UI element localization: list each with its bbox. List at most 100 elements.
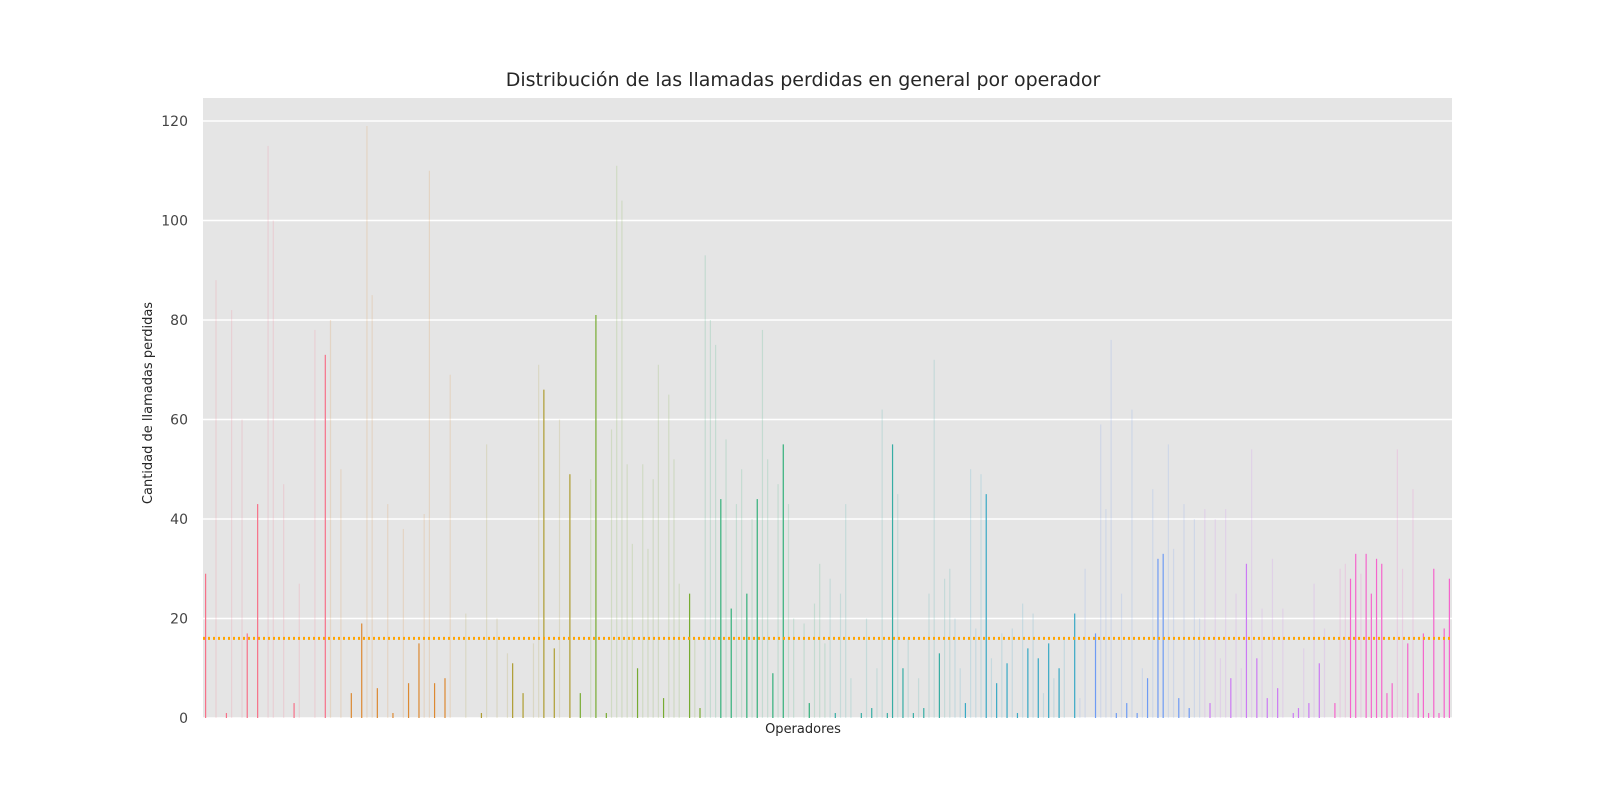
bar bbox=[730, 608, 732, 718]
bar bbox=[366, 125, 368, 719]
bar bbox=[293, 703, 295, 718]
bar bbox=[917, 678, 920, 718]
bar bbox=[751, 519, 753, 718]
bar bbox=[1063, 638, 1065, 718]
bar bbox=[1433, 568, 1435, 718]
bar bbox=[1412, 489, 1414, 718]
bar bbox=[1375, 558, 1378, 718]
bar bbox=[642, 464, 644, 718]
bar bbox=[569, 474, 571, 718]
bar bbox=[579, 693, 581, 718]
bar bbox=[1365, 553, 1367, 718]
bar bbox=[590, 479, 592, 718]
bar bbox=[532, 643, 535, 718]
bar bbox=[1344, 563, 1346, 718]
bar bbox=[876, 668, 878, 718]
bar bbox=[1297, 708, 1300, 718]
bar bbox=[1313, 583, 1315, 718]
bar bbox=[241, 419, 243, 718]
bar bbox=[257, 504, 259, 718]
bar bbox=[928, 593, 930, 718]
bar bbox=[1011, 628, 1013, 718]
bar bbox=[1214, 519, 1216, 718]
bar bbox=[1162, 553, 1164, 718]
bar bbox=[688, 593, 691, 718]
bar bbox=[907, 638, 909, 718]
y-tick-label: 40 bbox=[170, 512, 188, 528]
bar bbox=[350, 693, 352, 718]
plot-background bbox=[203, 98, 1452, 718]
bar bbox=[902, 668, 904, 718]
bar bbox=[329, 320, 332, 718]
bar bbox=[1282, 608, 1284, 718]
bar bbox=[845, 504, 847, 718]
bar bbox=[1058, 668, 1060, 718]
bar bbox=[996, 683, 998, 718]
bar bbox=[1401, 568, 1404, 718]
bar bbox=[1407, 643, 1409, 718]
bar bbox=[1053, 678, 1055, 718]
bar bbox=[1251, 449, 1253, 718]
bar bbox=[402, 528, 404, 718]
bar bbox=[392, 713, 394, 718]
bar bbox=[1292, 713, 1294, 718]
bar bbox=[1183, 504, 1185, 718]
bar bbox=[1318, 663, 1320, 718]
bar bbox=[340, 469, 342, 718]
bar bbox=[673, 459, 675, 718]
bar bbox=[954, 618, 956, 718]
bar bbox=[1188, 708, 1190, 718]
bar bbox=[1131, 409, 1133, 718]
bar bbox=[1006, 663, 1008, 718]
bar bbox=[1126, 703, 1128, 718]
bar bbox=[605, 713, 607, 718]
bar bbox=[990, 658, 993, 718]
bar bbox=[943, 578, 946, 718]
bar bbox=[897, 494, 899, 718]
bar bbox=[933, 359, 935, 718]
bar bbox=[772, 673, 774, 718]
bar bbox=[1303, 648, 1305, 718]
bar bbox=[704, 255, 706, 718]
bar bbox=[512, 663, 514, 718]
bar bbox=[678, 583, 680, 718]
bar bbox=[1100, 424, 1102, 718]
bar bbox=[1198, 618, 1201, 718]
bar bbox=[1079, 698, 1081, 718]
y-tick-label: 100 bbox=[161, 214, 188, 230]
bar bbox=[543, 389, 545, 718]
bar bbox=[1022, 603, 1024, 718]
bars bbox=[205, 125, 1450, 719]
bar bbox=[1152, 489, 1154, 718]
bar bbox=[787, 504, 790, 718]
bar bbox=[522, 693, 524, 718]
bar bbox=[1167, 444, 1169, 718]
bar bbox=[433, 683, 436, 718]
bar bbox=[829, 578, 831, 718]
bar bbox=[1266, 698, 1268, 718]
bar bbox=[225, 713, 228, 718]
bar bbox=[1204, 509, 1206, 718]
bar bbox=[1225, 509, 1227, 718]
bar bbox=[1261, 608, 1263, 718]
bar bbox=[834, 713, 836, 718]
bar bbox=[1271, 558, 1274, 718]
bar bbox=[538, 364, 540, 718]
bar bbox=[1193, 519, 1195, 718]
bar bbox=[980, 474, 982, 718]
y-axis-label: Cantidad de llamadas perdidas bbox=[141, 302, 156, 504]
bar bbox=[720, 499, 722, 718]
y-tick-label: 80 bbox=[170, 313, 188, 329]
gridlines bbox=[203, 120, 1452, 719]
bar bbox=[1417, 693, 1419, 718]
bar bbox=[1042, 693, 1045, 718]
bar bbox=[886, 713, 888, 718]
bar bbox=[652, 479, 654, 718]
bar bbox=[735, 504, 738, 718]
bar bbox=[777, 484, 779, 718]
bar bbox=[803, 623, 805, 718]
bar bbox=[1339, 568, 1341, 718]
bar bbox=[1245, 563, 1248, 718]
bar bbox=[808, 703, 810, 718]
